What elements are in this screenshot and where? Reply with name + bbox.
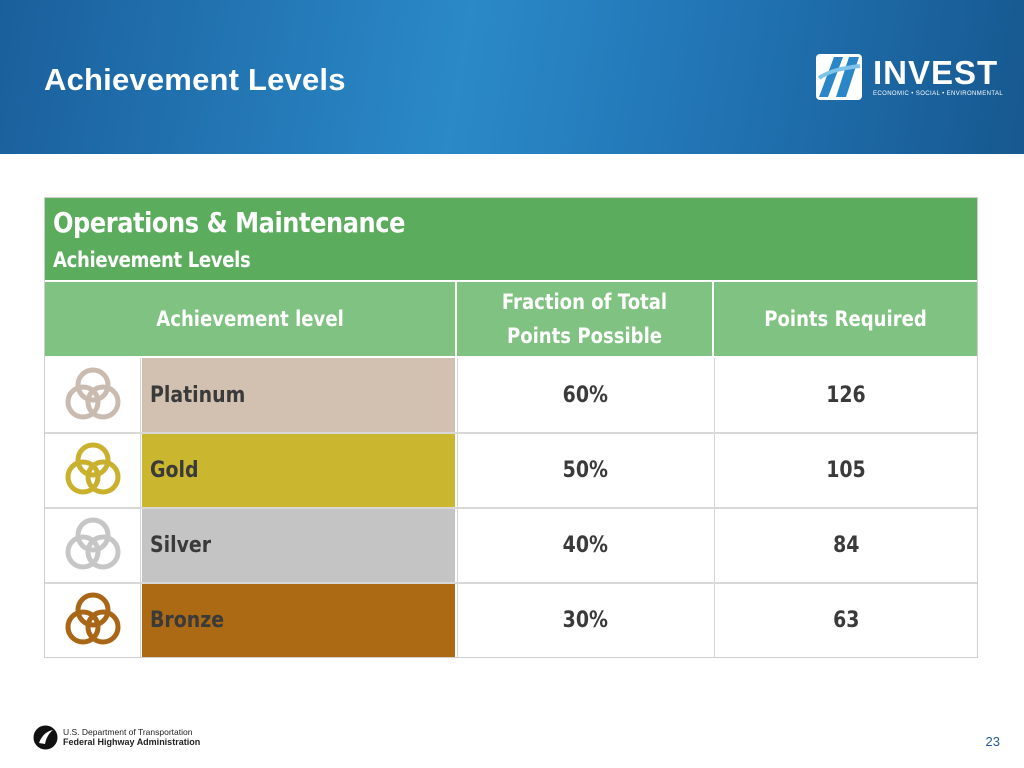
- row-divider: [45, 507, 977, 509]
- points-cell: 84: [714, 508, 977, 582]
- level-cell-icon: [45, 583, 141, 657]
- fraction-value: 40%: [562, 532, 608, 558]
- level-name-cell: Bronze: [142, 583, 455, 657]
- column-header-level: Achievement level: [45, 282, 455, 356]
- fraction-value: 30%: [562, 607, 608, 633]
- fraction-cell: 40%: [457, 508, 712, 582]
- interlocking-rings-icon: [65, 442, 120, 495]
- column-header-points: Points Required: [714, 282, 977, 356]
- fhwa-logo: U.S. Department of Transportation Federa…: [33, 725, 213, 753]
- points-value: 63: [832, 607, 860, 633]
- points-value: 105: [826, 457, 866, 483]
- table-subtitle: Achievement Levels: [53, 248, 251, 272]
- fraction-value: 60%: [562, 382, 608, 408]
- invest-logo: INVEST ECONOMIC • SOCIAL • ENVIRONMENTAL: [816, 54, 1003, 104]
- table-row: Silver 40% 84: [45, 508, 977, 582]
- slide-title: Achievement Levels: [44, 62, 346, 97]
- points-cell: 63: [714, 583, 977, 657]
- table-title: Operations & Maintenance: [53, 206, 405, 239]
- row-divider: [45, 582, 977, 584]
- level-cell-icon: [45, 508, 141, 582]
- level-name: Gold: [150, 457, 199, 483]
- level-name: Bronze: [150, 607, 225, 633]
- interlocking-rings-icon: [65, 367, 120, 420]
- row-divider: [45, 432, 977, 434]
- agency-name: Federal Highway Administration: [63, 737, 201, 747]
- table-row: Gold 50% 105: [45, 433, 977, 507]
- points-value: 84: [832, 532, 860, 558]
- invest-road-icon: [816, 54, 862, 100]
- level-name: Platinum: [150, 382, 246, 408]
- level-name: Silver: [150, 532, 212, 558]
- slide-header: Achievement Levels INVEST ECONOMIC • SOC…: [0, 0, 1024, 154]
- points-cell: 126: [714, 358, 977, 432]
- agency-department: U.S. Department of Transportation: [63, 727, 193, 737]
- achievement-table: Operations & Maintenance Achievement Lev…: [44, 197, 978, 658]
- column-header-fraction: Fraction of Total Points Possible: [457, 282, 712, 356]
- table-row: Platinum 60% 126: [45, 358, 977, 432]
- points-value: 126: [826, 382, 866, 408]
- level-name-cell: Silver: [142, 508, 455, 582]
- table-row: Bronze 30% 63: [45, 583, 977, 657]
- level-name-cell: Gold: [142, 433, 455, 507]
- level-name-cell: Platinum: [142, 358, 455, 432]
- page-number: 23: [985, 734, 1000, 749]
- fraction-value: 50%: [562, 457, 608, 483]
- fraction-cell: 30%: [457, 583, 712, 657]
- invest-wordmark: INVEST: [873, 54, 999, 91]
- interlocking-rings-icon: [65, 592, 120, 645]
- fraction-cell: 50%: [457, 433, 712, 507]
- invest-tagline: ECONOMIC • SOCIAL • ENVIRONMENTAL: [873, 91, 1004, 97]
- interlocking-rings-icon: [65, 517, 120, 570]
- points-cell: 105: [714, 433, 977, 507]
- level-cell-icon: [45, 433, 141, 507]
- fraction-cell: 60%: [457, 358, 712, 432]
- dot-emblem-icon: [33, 725, 58, 750]
- level-cell-icon: [45, 358, 141, 432]
- table-title-bar: Operations & Maintenance Achievement Lev…: [45, 198, 977, 280]
